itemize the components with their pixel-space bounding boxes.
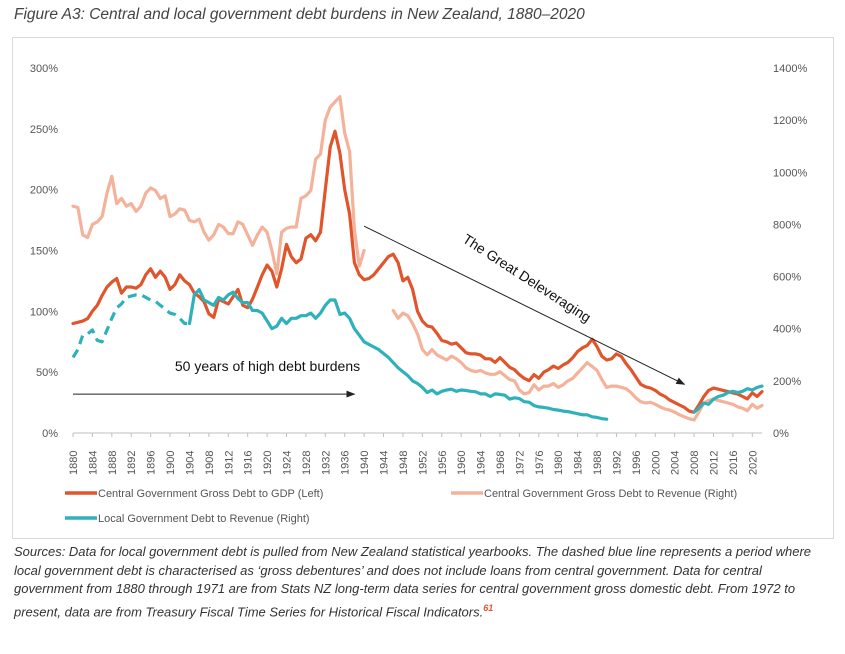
x-tick-label: 1884: [87, 451, 99, 475]
x-tick-label: 1936: [340, 451, 352, 475]
y-left-tick-label: 300%: [30, 63, 58, 75]
x-tick-label: 2012: [708, 451, 720, 475]
y-right-tick-label: 400%: [773, 324, 801, 336]
x-tick-label: 1892: [126, 451, 138, 475]
series-dashed-line-local-government-debt-to-revenue-right: [71, 293, 190, 359]
x-tick-label: 1916: [243, 451, 255, 475]
legend-label-gdp: Central Government Gross Debt to GDP (Le…: [98, 488, 323, 500]
x-tick-label: 1964: [476, 451, 488, 475]
x-tick-label: 1924: [281, 451, 293, 475]
sources-text: Sources: Data for local government debt …: [14, 544, 812, 620]
x-tick-label: 1928: [301, 451, 313, 475]
y-left-tick-label: 100%: [30, 306, 58, 318]
y-left-tick-label: 0%: [42, 428, 58, 440]
x-tick-label: 1912: [223, 451, 235, 475]
x-tick-label: 1988: [592, 451, 604, 475]
y-right-tick-label: 200%: [773, 376, 801, 388]
sources-note: Sources: Data for local government debt …: [14, 543, 834, 622]
series-line-central-government-gross-debt-to-revenue-right: [71, 95, 366, 276]
x-tick-label: 1952: [417, 451, 429, 475]
x-tick-label: 2016: [728, 451, 740, 475]
x-tick-label: 1904: [184, 451, 196, 475]
y-right-tick-label: 1200%: [773, 115, 807, 127]
annotation-deleveraging-label: The Great Deleveraging: [460, 231, 594, 326]
x-tick-label: 1992: [611, 451, 623, 475]
x-tick-label: 1944: [379, 451, 391, 475]
y-right-tick-label: 800%: [773, 219, 801, 231]
x-tick-label: 2004: [670, 451, 682, 475]
x-tick-label: 1948: [398, 451, 410, 475]
x-tick-label: 1996: [631, 451, 643, 475]
series-line-central-government-gross-debt-to-gdp-left: [71, 129, 764, 414]
y-right-tick-label: 600%: [773, 272, 801, 284]
x-tick-label: 1956: [437, 451, 449, 475]
footnote-ref: 61: [483, 602, 494, 613]
series-line-local-government-debt-to-revenue-right: [187, 288, 609, 421]
x-tick-label: 1896: [146, 451, 158, 475]
y-left-tick-label: 50%: [36, 367, 58, 379]
figure-title: Figure A3: Central and local government …: [14, 6, 585, 23]
annotation-arrow-deleveraging: [363, 225, 686, 385]
x-tick-label: 1932: [320, 451, 332, 475]
x-tick-label: 1940: [359, 451, 371, 475]
y-left-tick-label: 250%: [30, 124, 58, 136]
x-tick-label: 1960: [456, 451, 468, 475]
chart-frame: [12, 37, 834, 539]
y-left-tick-label: 150%: [30, 246, 58, 258]
series-line-central-government-gross-debt-to-revenue-right: [391, 308, 764, 422]
x-tick-label: 2000: [650, 451, 662, 475]
x-tick-label: 1972: [514, 451, 526, 475]
x-tick-label: 1984: [573, 451, 585, 475]
y-right-tick-label: 1400%: [773, 63, 807, 75]
legend-label-local: Local Government Debt to Revenue (Right): [98, 513, 310, 525]
x-tick-label: 1980: [553, 451, 565, 475]
annotation-high-debt-label: 50 years of high debt burdens: [175, 358, 360, 374]
legend-label-revenue: Central Government Gross Debt to Revenue…: [484, 488, 737, 500]
x-tick-label: 1976: [534, 451, 546, 475]
x-tick-label: 2008: [689, 451, 701, 475]
series-line-local-government-debt-to-revenue-right: [692, 384, 764, 414]
x-tick-label: 1908: [204, 451, 216, 475]
x-tick-label: 2020: [747, 451, 759, 475]
y-right-tick-label: 0%: [773, 428, 789, 440]
y-right-tick-label: 1000%: [773, 167, 807, 179]
x-tick-label: 1900: [165, 451, 177, 475]
x-tick-label: 1968: [495, 451, 507, 475]
x-tick-label: 1888: [107, 451, 119, 475]
x-tick-label: 1880: [68, 451, 80, 475]
y-left-tick-label: 200%: [30, 185, 58, 197]
x-tick-label: 1920: [262, 451, 274, 475]
